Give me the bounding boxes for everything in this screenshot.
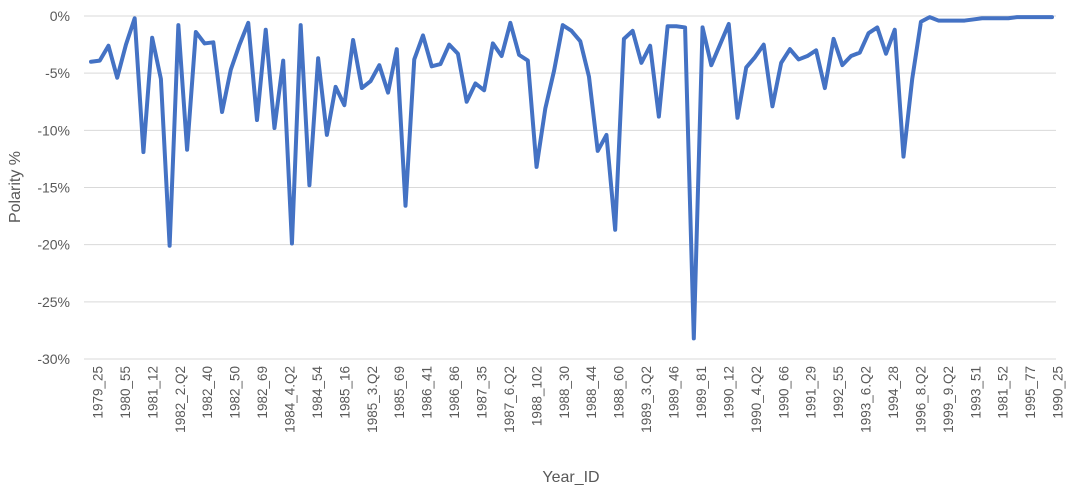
y-tick-label: 0%	[50, 8, 70, 24]
x-tick-label: 1985_16	[337, 366, 352, 419]
gridlines	[84, 15, 1056, 360]
x-tick-label: 1982_69	[255, 366, 270, 419]
x-axis-title: Year_ID	[542, 469, 599, 486]
x-tick-label: 1988_60	[612, 366, 627, 419]
x-tick-label: 1992_55	[831, 366, 846, 419]
y-tick-label: -30%	[37, 351, 70, 367]
x-tick-label: 1981_52	[996, 366, 1011, 419]
x-tick-label: 1996_8.Q2	[913, 366, 928, 433]
x-tick-label: 1987_6.Q2	[502, 366, 517, 433]
series-layer	[89, 15, 1054, 341]
y-axis-ticks: 0% -5% -10% -15% -20% -25% -30%	[37, 8, 70, 367]
x-tick-label: 1989_3.Q2	[639, 366, 654, 433]
y-tick-label: -20%	[37, 237, 70, 253]
x-tick-label: 1999_9.Q2	[941, 366, 956, 433]
x-tick-label: 1987_35	[475, 366, 490, 419]
x-tick-label: 1981_12	[145, 366, 160, 419]
x-tick-label: 1982_40	[200, 366, 215, 419]
x-tick-label: 1988_102	[529, 366, 544, 426]
x-tick-label: 1984_54	[310, 366, 325, 419]
x-tick-label: 1986_41	[420, 366, 435, 419]
x-tick-label: 1985_3.Q2	[365, 366, 380, 433]
x-tick-label: 1979_25	[91, 366, 106, 419]
x-tick-label: 1991_29	[804, 366, 819, 419]
x-tick-label: 1989_46	[667, 366, 682, 419]
y-tick-label: -5%	[45, 65, 70, 81]
x-tick-label: 1994_28	[886, 366, 901, 419]
x-tick-label: 1990_12	[721, 366, 736, 419]
x-tick-label: 1990_4.Q2	[749, 366, 764, 433]
series-line	[89, 15, 1054, 341]
y-tick-label: -15%	[37, 180, 70, 196]
x-tick-label: 1989_81	[694, 366, 709, 419]
x-tick-label: 1990_25	[1051, 366, 1066, 419]
x-tick-label: 1982_50	[228, 366, 243, 419]
y-tick-label: -10%	[37, 122, 70, 138]
x-tick-label: 1995_77	[1023, 366, 1038, 419]
y-axis-title: Polarity %	[7, 151, 24, 223]
x-tick-label: 1982_2.Q2	[173, 366, 188, 433]
x-tick-label: 1984_4.Q2	[283, 366, 298, 433]
x-tick-label: 1990_66	[776, 366, 791, 419]
x-tick-label: 1988_44	[584, 366, 599, 419]
x-tick-label: 1993_51	[968, 366, 983, 419]
x-tick-label: 1985_69	[392, 366, 407, 419]
x-tick-label: 1980_55	[118, 366, 133, 419]
x-tick-label: 1988_30	[557, 366, 572, 419]
x-tick-label: 1993_6.Q2	[859, 366, 874, 433]
x-axis-ticks: 1979_25 1980_55 1981_12 1982_2.Q2 1982_40 198…	[91, 366, 1066, 433]
x-tick-label: 1986_86	[447, 366, 462, 419]
y-tick-label: -25%	[37, 294, 70, 310]
